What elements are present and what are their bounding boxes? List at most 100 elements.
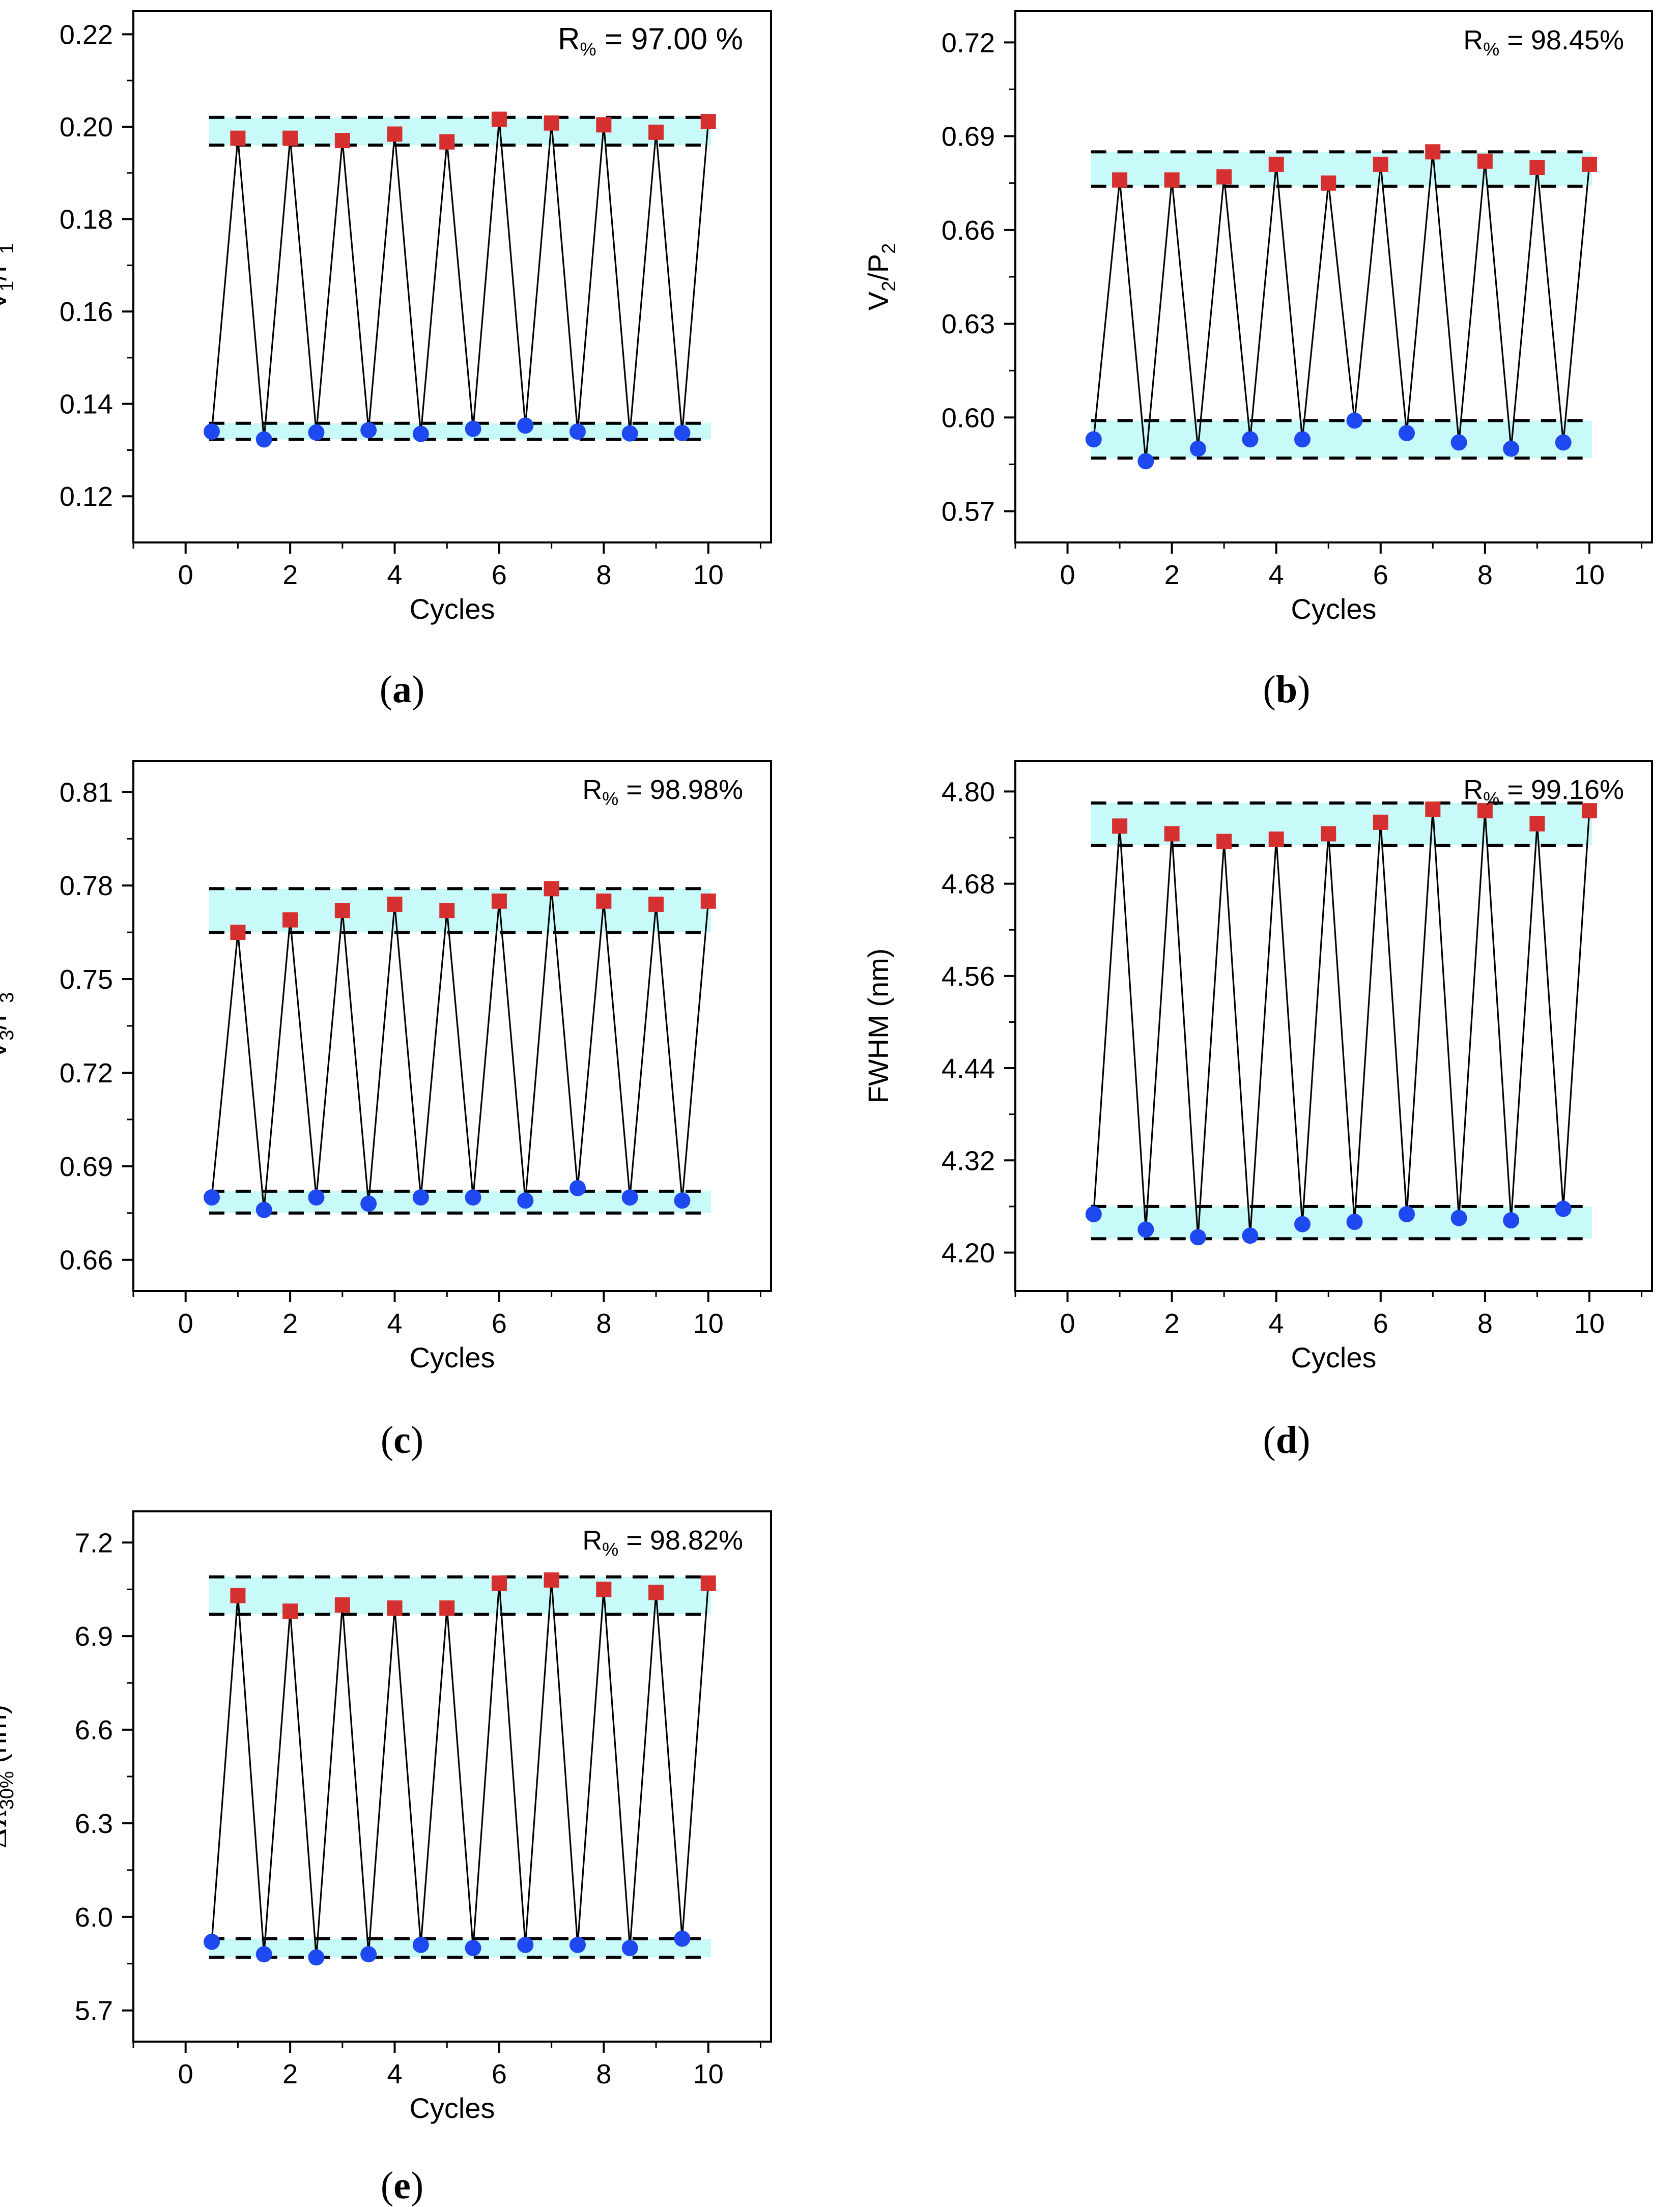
x-tick-label: 10: [1574, 560, 1605, 590]
y-axis-label-subscript: 1: [0, 281, 18, 292]
x-tick-label: 6: [1373, 1308, 1388, 1339]
y-tick-label: 6.0: [75, 1902, 113, 1933]
series-line: [211, 1580, 709, 1958]
x-tick-label: 8: [596, 2059, 611, 2089]
x-tick-label: 0: [178, 560, 193, 590]
y-tick-label: 0.78: [60, 871, 113, 901]
y-tick-label: 4.56: [942, 961, 995, 992]
data-point-low: [621, 1189, 638, 1206]
data-point-low: [1555, 1200, 1572, 1217]
data-point-high: [648, 1585, 664, 1600]
panel-label-close: ): [1297, 1419, 1310, 1461]
data-point-high: [439, 134, 455, 150]
data-point-high: [439, 1600, 455, 1616]
x-axis-label: Cycles: [1291, 593, 1376, 625]
data-point-high: [439, 903, 455, 919]
x-tick-label: 2: [1164, 1308, 1180, 1339]
y-axis-label-text: FWHM (nm): [862, 949, 894, 1104]
data-point-high: [1425, 801, 1441, 817]
data-point-low: [308, 1189, 325, 1206]
x-tick-label: 6: [492, 560, 507, 590]
annotation-r: R: [582, 1525, 602, 1556]
data-point-high: [544, 1572, 559, 1588]
data-point-high: [700, 1575, 716, 1591]
chart-panel-e: 0 2 4 6 8 10 5.7 6.0 6.3 6.6 6.9 7.2 Cycles Δλ30% (nm…: [0, 1510, 772, 2207]
x-tick-label: 4: [387, 560, 403, 590]
chart-panel-c: 02468100.660.690.720.750.780.81CyclesV3/…: [0, 760, 772, 1461]
data-point-low: [517, 1192, 534, 1209]
panel-label-open: (: [1263, 668, 1276, 711]
data-point-high: [596, 117, 612, 133]
data-point-low: [255, 1201, 272, 1218]
x-tick-label: 10: [693, 2059, 724, 2089]
panel-label-open: (: [1263, 1419, 1276, 1461]
plot-frame: [1014, 10, 1653, 543]
x-axis-label: Cycles: [409, 593, 495, 625]
panel-label: (b): [1263, 668, 1311, 711]
y-tick-label: 4.32: [942, 1145, 995, 1176]
y-axis-label-main: V: [862, 291, 894, 310]
data-point-low: [465, 1189, 481, 1206]
series-line: [1093, 809, 1590, 1238]
data-point-low: [412, 425, 429, 442]
data-point-high: [1216, 834, 1232, 849]
data-point-low: [569, 1936, 586, 1953]
data-point-low: [517, 1936, 534, 1953]
y-axis-label-main: V: [0, 291, 12, 310]
y-axis-label-subscript: 2: [878, 281, 900, 292]
annotation-r: R: [1463, 25, 1483, 55]
data-point-high: [1164, 172, 1180, 188]
x-tick-label: 8: [1477, 560, 1493, 590]
data-point-high: [491, 111, 507, 127]
annotation-r: R: [558, 22, 580, 56]
x-tick-label: 4: [1269, 1308, 1284, 1339]
y-tick-label: 0.72: [942, 27, 995, 58]
y-tick-label: 6.6: [75, 1715, 113, 1745]
data-point-low: [1242, 1227, 1259, 1244]
y-axis-label-subscript: 1: [0, 243, 18, 254]
data-point-low: [360, 422, 377, 439]
data-point-high: [491, 893, 507, 909]
r-percent-annotation: R% = 98.98%: [582, 775, 743, 809]
x-tick-label: 0: [178, 1308, 193, 1339]
data-point-low: [204, 1189, 220, 1206]
x-tick-label: 2: [282, 1308, 298, 1339]
data-point-high: [544, 115, 559, 131]
x-tick-label: 2: [282, 560, 298, 590]
data-point-high: [544, 881, 559, 897]
x-tick-label: 4: [1269, 560, 1284, 590]
panel-label-close: ): [1297, 668, 1310, 711]
data-point-high: [1477, 803, 1493, 819]
y-tick-label: 5.7: [75, 1996, 113, 2026]
y-axis-label-subscript: 3: [0, 1030, 18, 1041]
data-point-low: [1503, 440, 1520, 457]
y-tick-label: 0.57: [942, 497, 995, 527]
annotation-value: = 98.98%: [618, 775, 743, 805]
annotation-value: = 99.16%: [1499, 775, 1624, 805]
y-axis-label-main: V: [0, 1040, 12, 1059]
data-point-low: [1085, 1206, 1102, 1222]
data-point-high: [596, 893, 612, 909]
panel-label: (e): [381, 2164, 423, 2207]
data-point-low: [1450, 1210, 1467, 1226]
data-point-high: [700, 113, 716, 129]
data-point-low: [360, 1195, 377, 1212]
annotation-subscript: %: [602, 1539, 618, 1560]
x-tick-label: 10: [693, 1308, 724, 1339]
y-axis-label-subscript: 30%: [0, 1771, 18, 1810]
data-point-low: [204, 1933, 220, 1950]
y-axis-label: Δλ30% (nm): [0, 1705, 18, 1849]
panel-label: (a): [380, 668, 425, 711]
data-point-high: [596, 1582, 612, 1597]
data-point-low: [255, 1946, 272, 1963]
data-point-high: [1216, 169, 1232, 185]
data-point-low: [1346, 1214, 1363, 1230]
y-tick-label: 0.22: [60, 19, 113, 50]
data-point-low: [569, 423, 586, 440]
y-tick-label: 0.63: [942, 309, 995, 339]
data-point-high: [387, 896, 403, 912]
annotation-value: = 97.00 %: [596, 22, 743, 56]
data-point-high: [1268, 832, 1284, 847]
data-point-low: [308, 1949, 325, 1966]
